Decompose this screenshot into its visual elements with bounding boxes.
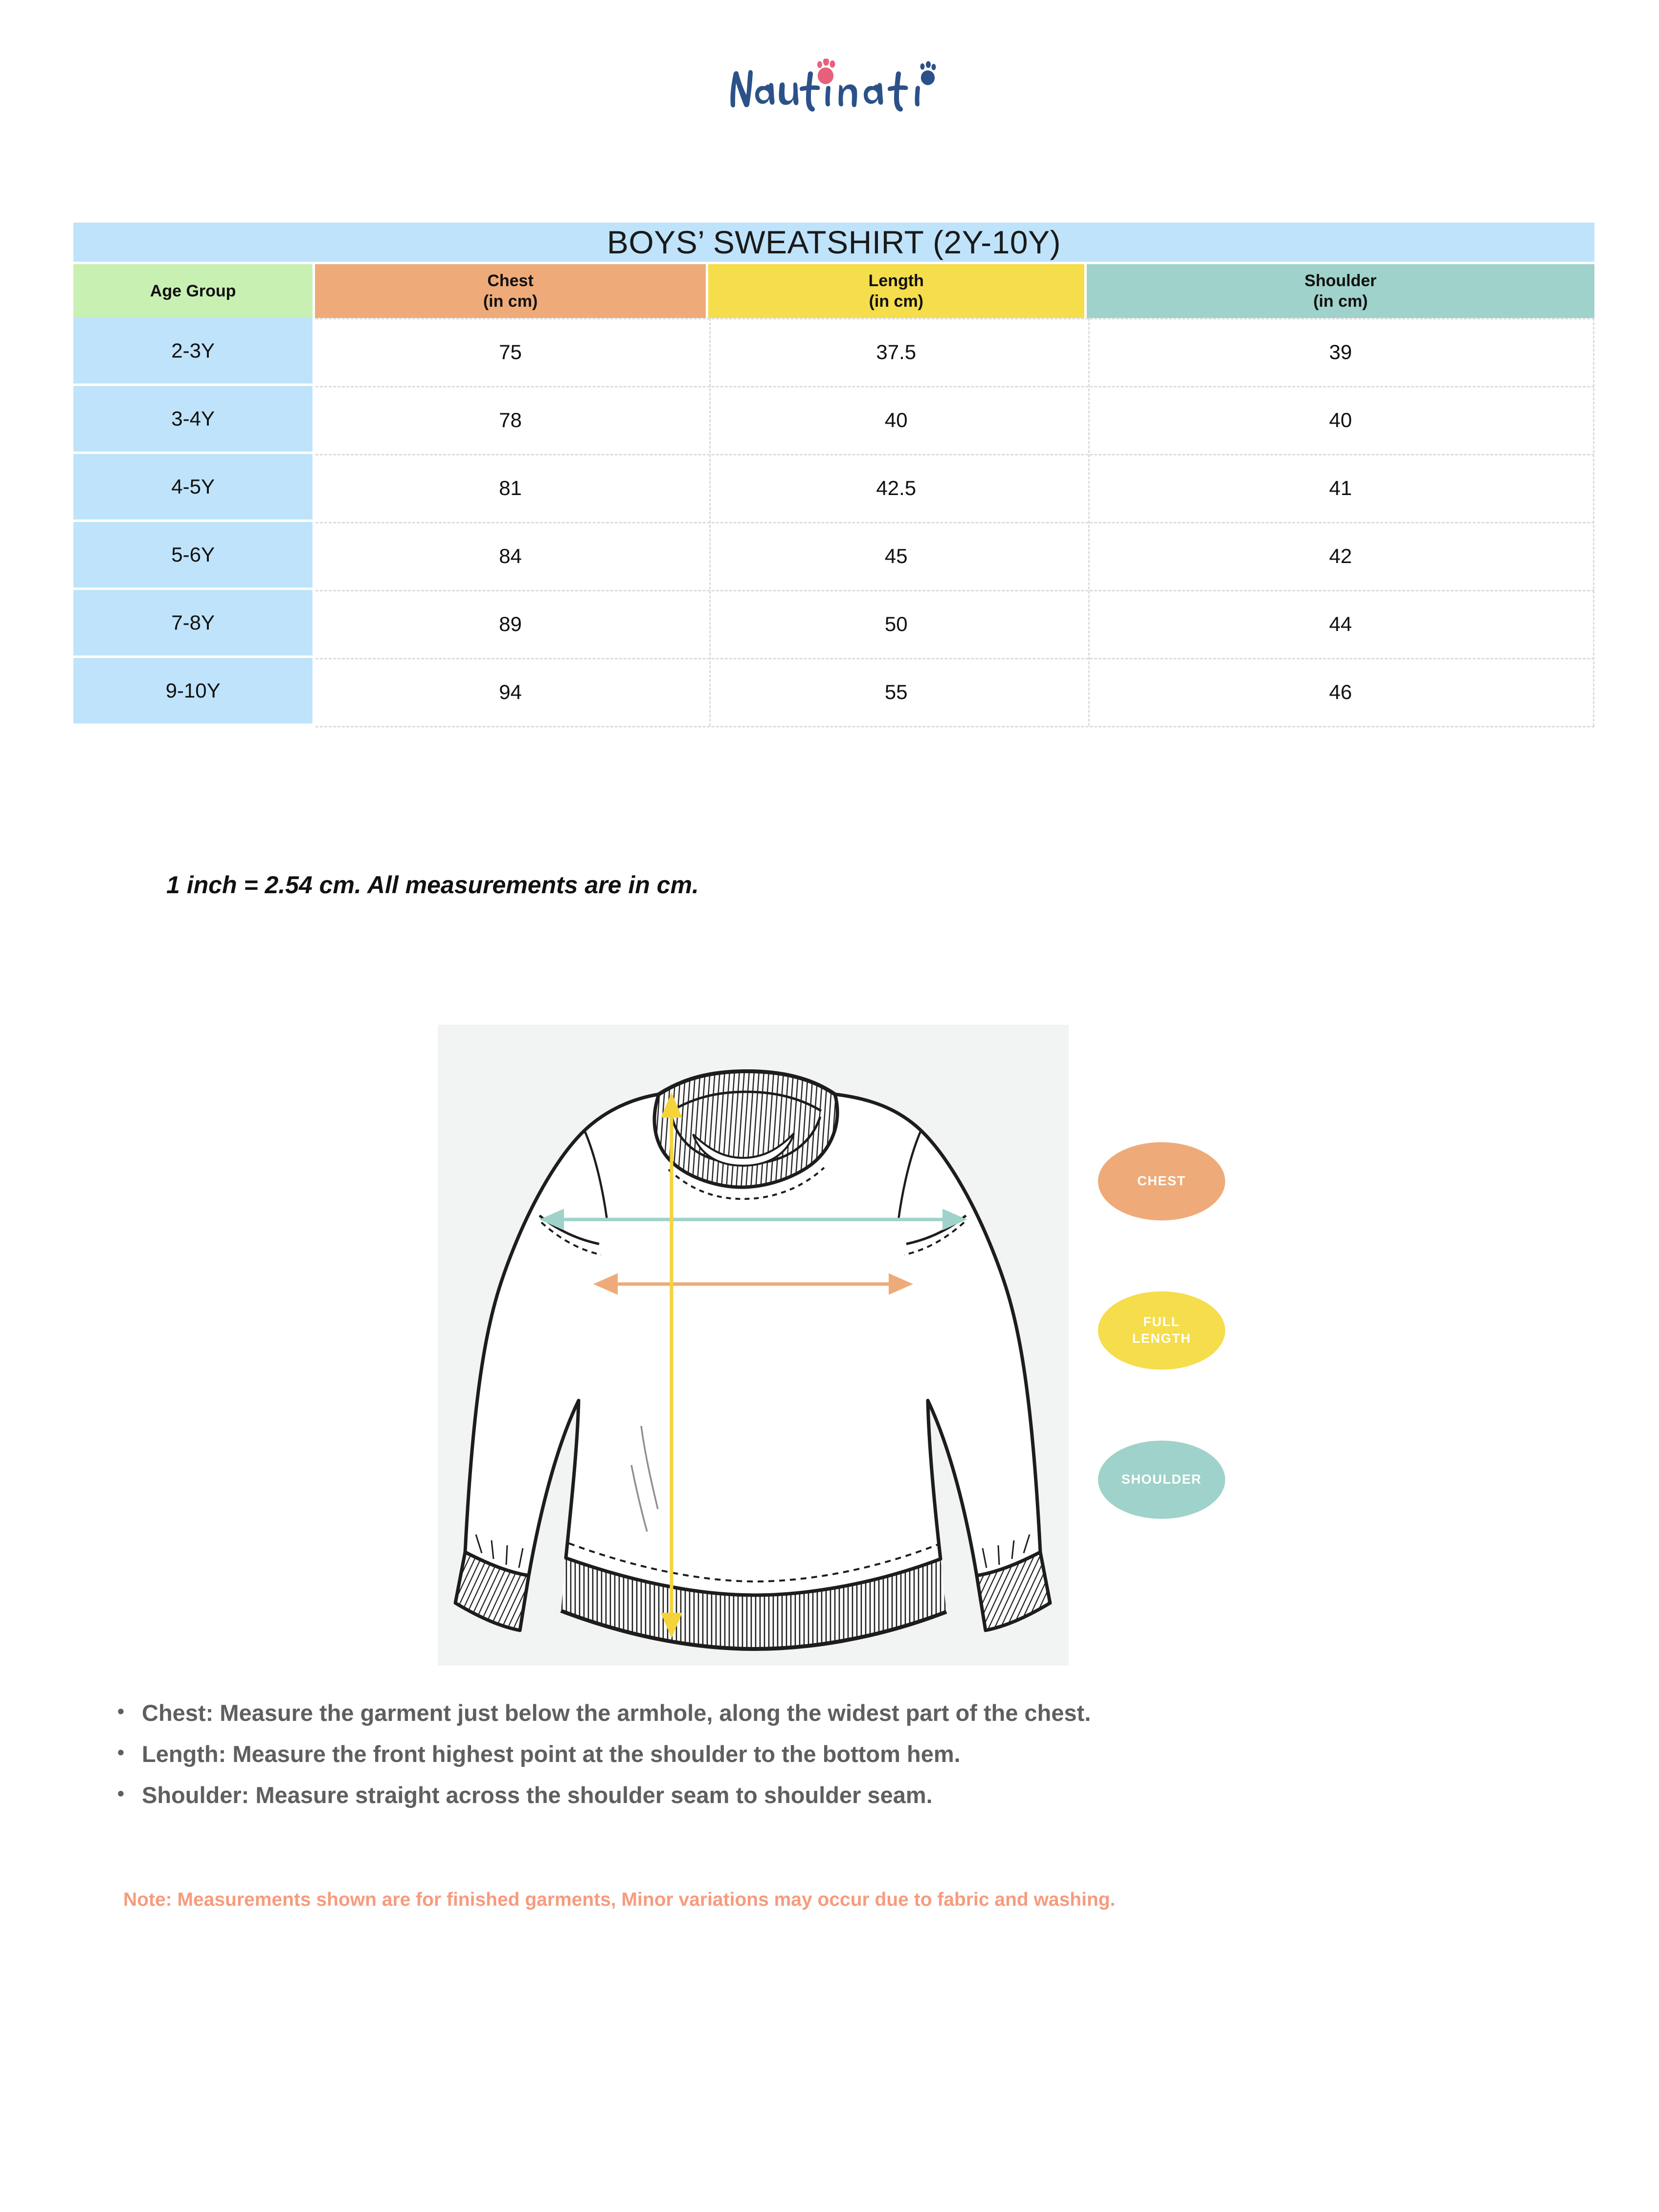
table-row: 7-8Y 89 50 44 (73, 590, 1594, 658)
cell-length: 42.5 (876, 476, 917, 499)
column-header-length-label: Length (868, 271, 924, 290)
column-header-age-group-label: Age Group (150, 281, 236, 300)
cell-chest: 75 (499, 340, 522, 363)
paw-print-pink-icon (817, 59, 835, 84)
table-header-row: Age Group Chest (in cm) Length (in cm) S… (73, 264, 1594, 318)
cell-shoulder: 42 (1329, 544, 1352, 567)
instruction-length: • Length: Measure the front highest poin… (117, 1741, 1546, 1767)
cell-shoulder: 46 (1329, 680, 1352, 703)
column-header-age-group: Age Group (73, 264, 313, 318)
table-row: 3-4Y 78 40 40 (73, 386, 1594, 454)
cell-length: 45 (884, 544, 908, 567)
column-header-shoulder: Shoulder (in cm) (1086, 264, 1594, 318)
column-header-length: Length (in cm) (708, 264, 1084, 318)
cell-length: 37.5 (876, 340, 917, 363)
cell-shoulder: 40 (1329, 408, 1352, 431)
cell-shoulder: 44 (1329, 612, 1352, 635)
table-row: 2-3Y 75 37.5 39 (73, 318, 1594, 386)
page-title: BOYS’ SWEATSHIRT (2Y-10Y) (606, 224, 1061, 260)
table-body: 2-3Y 75 37.5 39 3-4Y 78 40 40 4-5Y 81 42… (73, 318, 1594, 727)
instruction-chest-text: Chest: Measure the garment just below th… (142, 1700, 1091, 1726)
table-row: 9-10Y 94 55 46 (73, 658, 1594, 726)
cell-length: 50 (884, 612, 908, 635)
column-header-shoulder-unit: (in cm) (1313, 292, 1368, 311)
bullet-icon: • (117, 1742, 125, 1764)
measurement-instructions: • Chest: Measure the garment just below … (117, 1700, 1546, 1823)
cell-age-group: 7-8Y (73, 590, 313, 658)
legend-shoulder-label: SHOULDER (1121, 1472, 1202, 1487)
column-header-length-unit: (in cm) (869, 292, 924, 311)
cell-age-group: 2-3Y (73, 318, 313, 386)
legend-full-length-line2: LENGTH (1132, 1331, 1191, 1346)
legend-full-length: FULL LENGTH (1098, 1291, 1225, 1370)
column-header-chest-unit: (in cm) (483, 292, 538, 311)
grid-hline (315, 726, 1594, 727)
length-arrow (661, 1092, 682, 1638)
size-table: BOYS’ SWEATSHIRT (2Y-10Y) Age Group Ches… (73, 223, 1594, 727)
bullet-icon: • (117, 1701, 125, 1722)
sweatshirt-technical-flat-icon (453, 1069, 1052, 1651)
conversion-note: 1 inch = 2.54 cm. All measurements are i… (166, 871, 699, 899)
cell-age-group: 9-10Y (73, 658, 313, 726)
instruction-shoulder: • Shoulder: Measure straight across the … (117, 1782, 1546, 1808)
cell-chest: 84 (499, 544, 522, 567)
instruction-shoulder-text: Shoulder: Measure straight across the sh… (142, 1782, 933, 1808)
cell-shoulder: 39 (1329, 340, 1352, 363)
cell-shoulder: 41 (1329, 476, 1352, 499)
cell-length: 55 (884, 680, 908, 703)
shoulder-arrow (539, 1209, 967, 1230)
cell-age-group: 3-4Y (73, 386, 313, 454)
instruction-chest: • Chest: Measure the garment just below … (117, 1700, 1546, 1726)
column-header-chest-label: Chest (487, 271, 534, 290)
cell-chest: 81 (499, 476, 522, 499)
chest-arrow (593, 1273, 913, 1295)
cell-chest: 89 (499, 612, 522, 635)
legend-shoulder: SHOULDER (1098, 1441, 1225, 1519)
measurement-legend: CHEST FULL LENGTH SHOULDER (1098, 1142, 1225, 1519)
table-row: 4-5Y 81 42.5 41 (73, 454, 1594, 522)
brand-logo (0, 59, 1659, 120)
cell-chest: 94 (499, 680, 522, 703)
table-row: 5-6Y 84 45 42 (73, 522, 1594, 590)
instruction-length-text: Length: Measure the front highest point … (142, 1741, 961, 1767)
cell-length: 40 (884, 408, 908, 431)
bullet-icon: • (117, 1783, 125, 1805)
disclaimer-note: Note: Measurements shown are for finishe… (123, 1889, 1116, 1910)
garment-illustration-panel (438, 1025, 1069, 1666)
legend-full-length-label: FULL LENGTH (1132, 1314, 1191, 1347)
column-header-chest: Chest (in cm) (315, 264, 706, 318)
cell-age-group: 4-5Y (73, 454, 313, 522)
nautinati-logo-icon (730, 59, 936, 112)
column-header-shoulder-label: Shoulder (1304, 271, 1377, 290)
legend-full-length-line1: FULL (1143, 1314, 1180, 1330)
table-title-bar: BOYS’ SWEATSHIRT (2Y-10Y) (73, 223, 1594, 262)
legend-chest: CHEST (1098, 1142, 1225, 1220)
legend-chest-label: CHEST (1137, 1174, 1186, 1189)
cell-age-group: 5-6Y (73, 522, 313, 590)
paw-print-blue-icon (920, 61, 936, 85)
cell-chest: 78 (499, 408, 522, 431)
